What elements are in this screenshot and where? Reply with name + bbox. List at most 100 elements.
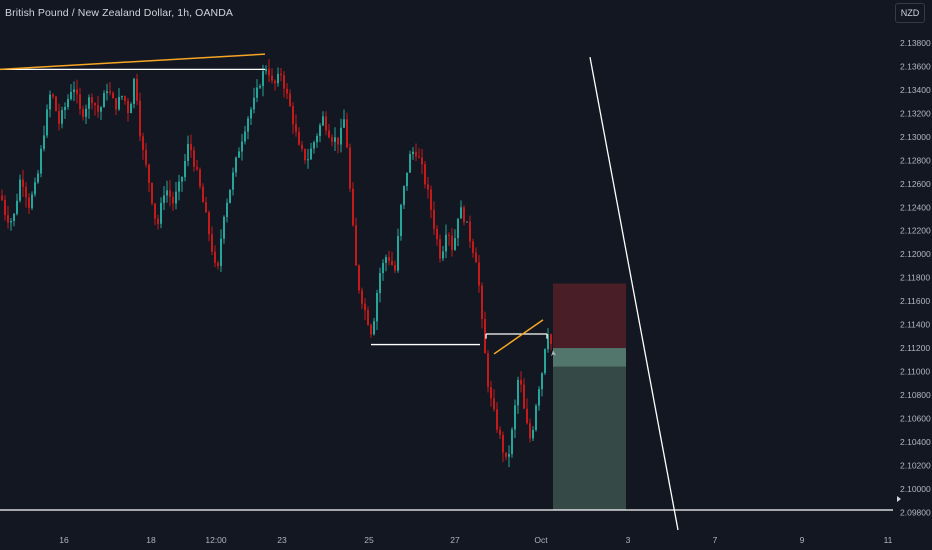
candle-body xyxy=(391,260,393,265)
time-tick-label: 27 xyxy=(450,535,460,545)
candle-body xyxy=(214,251,216,263)
candle-body xyxy=(337,137,339,145)
candle-body xyxy=(91,97,93,104)
candle-body xyxy=(97,105,99,112)
price-tick-label: 2.12000 xyxy=(900,249,931,259)
candle-body xyxy=(514,405,516,430)
candle-body xyxy=(250,109,252,119)
time-tick-label: 12:00 xyxy=(205,535,227,545)
time-tick-label: Oct xyxy=(534,535,548,545)
price-tick-label: 2.10000 xyxy=(900,484,931,494)
candle-body xyxy=(49,94,51,110)
candle-body xyxy=(28,197,30,209)
price-tick-label: 2.11400 xyxy=(900,320,930,330)
candle-body xyxy=(226,202,228,217)
currency-button[interactable]: NZD xyxy=(895,3,925,23)
candle-body xyxy=(307,159,309,161)
candle-body xyxy=(4,199,6,216)
candle-body xyxy=(130,103,132,114)
cursor-icon xyxy=(551,350,556,357)
candle-body xyxy=(304,148,306,161)
candle-body xyxy=(124,96,126,102)
candle-body xyxy=(466,221,468,223)
candle-body xyxy=(538,389,540,406)
candle-body xyxy=(349,147,351,189)
candle-body xyxy=(547,334,549,350)
candlestick-series xyxy=(1,59,552,468)
candle-body xyxy=(322,116,324,126)
candle-body xyxy=(418,156,420,158)
symbol-title: British Pound / New Zealand Dollar, 1h, … xyxy=(5,7,234,19)
time-axis[interactable]: 16 18 12:00 23 25 27 Oct 3 7 9 11 xyxy=(59,535,892,545)
price-tick-label: 2.13000 xyxy=(900,132,931,142)
candle-body xyxy=(190,143,192,151)
candle-body xyxy=(1,195,3,200)
candle-body xyxy=(112,92,114,99)
candle-body xyxy=(271,75,273,81)
price-tick-label: 2.10400 xyxy=(900,437,931,447)
candle-body xyxy=(397,235,399,271)
candle-body xyxy=(421,157,423,165)
candle-body xyxy=(268,68,270,76)
candle-body xyxy=(25,186,27,198)
candle-body xyxy=(544,349,546,374)
candle-body xyxy=(196,166,198,170)
candle-body xyxy=(151,182,153,204)
candle-body xyxy=(301,144,303,149)
candle-body xyxy=(373,321,375,335)
candle-body xyxy=(205,202,207,213)
candle-body xyxy=(484,319,486,354)
candle-body xyxy=(328,130,330,138)
candle-body xyxy=(22,179,24,187)
candle-body xyxy=(433,209,435,229)
candle-body xyxy=(442,251,444,259)
candle-body xyxy=(193,150,195,167)
candle-body xyxy=(298,131,300,145)
candle-body xyxy=(223,216,225,239)
candle-body xyxy=(217,262,219,266)
candle-body xyxy=(187,143,189,161)
candle-body xyxy=(499,429,501,435)
candle-body xyxy=(67,99,69,107)
candle-body xyxy=(163,195,165,203)
candle-body xyxy=(478,262,480,286)
candle-body xyxy=(451,235,453,250)
candle-body xyxy=(208,212,210,235)
candle-body xyxy=(367,310,369,325)
candle-body xyxy=(439,239,441,259)
candle-body xyxy=(505,452,507,457)
candle-body xyxy=(73,89,75,92)
candle-body xyxy=(295,124,297,132)
candle-body xyxy=(508,454,510,457)
candle-body xyxy=(16,200,18,214)
candle-body xyxy=(358,265,360,291)
price-tick-label: 2.11600 xyxy=(900,296,930,306)
candle-body xyxy=(109,91,111,93)
candle-body xyxy=(472,241,474,253)
candle-body xyxy=(37,173,39,183)
candle-body xyxy=(346,119,348,148)
price-axis[interactable]: 2.13800 2.13600 2.13400 2.13200 2.13000 2.128… xyxy=(897,38,931,517)
candle-body xyxy=(289,93,291,107)
price-tick-label: 2.11200 xyxy=(900,343,930,353)
candle-body xyxy=(454,238,456,250)
candle-body xyxy=(79,94,81,110)
candle-body xyxy=(259,86,261,88)
candle-body xyxy=(88,97,90,109)
candle-body xyxy=(103,93,105,108)
candle-body xyxy=(550,334,552,345)
price-tick-label: 2.13600 xyxy=(900,61,931,71)
candle-body xyxy=(139,100,141,137)
candle-body xyxy=(535,405,537,431)
candle-body xyxy=(85,108,87,117)
candle-body xyxy=(94,103,96,106)
projection-line xyxy=(589,56,679,531)
candle-body xyxy=(202,186,204,203)
candle-body xyxy=(277,73,279,84)
price-tick-label: 2.12800 xyxy=(900,155,931,165)
candle-body xyxy=(481,285,483,320)
candle-body xyxy=(181,177,183,182)
candle-body xyxy=(142,136,144,150)
